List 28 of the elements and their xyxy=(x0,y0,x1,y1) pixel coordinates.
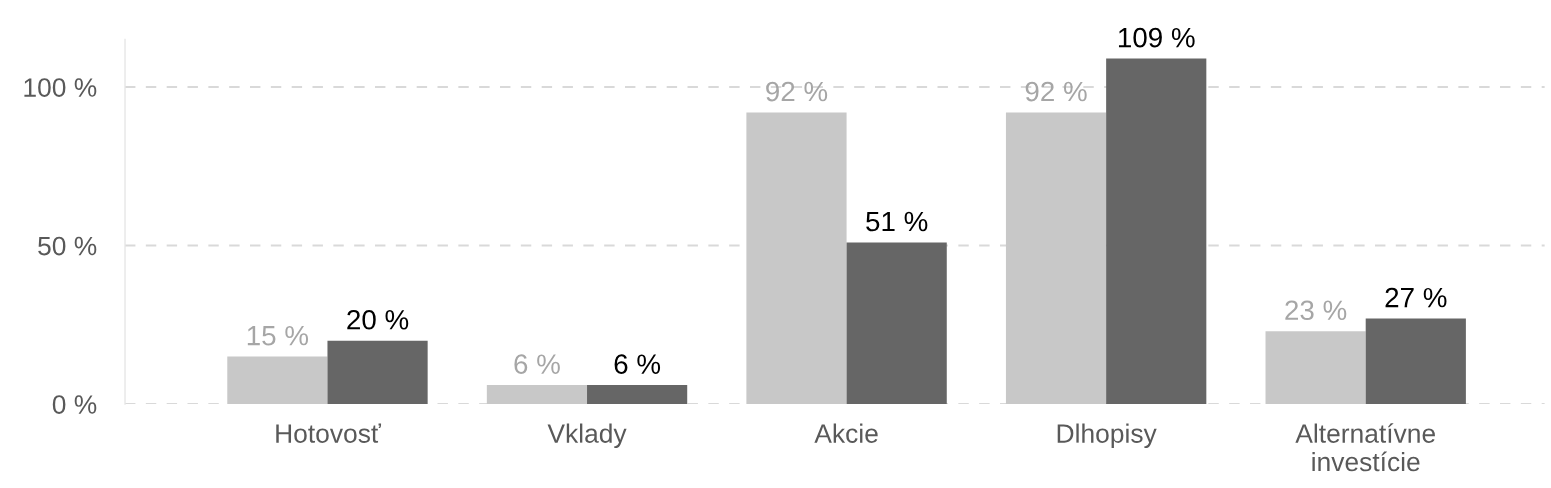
data-label: 109 % xyxy=(1118,27,1195,48)
x-tick-label: Hotovosť xyxy=(276,423,382,443)
bar xyxy=(1106,58,1207,405)
bar xyxy=(486,385,588,405)
y-tick-label: 100 % xyxy=(24,78,97,97)
data-label: 92 % xyxy=(1025,81,1087,102)
data-label: 27 % xyxy=(1385,287,1447,308)
bar xyxy=(1265,331,1366,405)
x-tick-label: Akcie xyxy=(814,423,878,443)
data-label: 92 % xyxy=(766,81,828,102)
bar xyxy=(227,356,328,405)
bar xyxy=(327,340,428,405)
bar xyxy=(1005,112,1107,405)
data-label: 6 % xyxy=(614,354,661,374)
bar xyxy=(746,112,847,405)
bar xyxy=(587,385,688,405)
data-label: 20 % xyxy=(347,309,409,330)
x-tick-label: Alternatívne investície xyxy=(1295,423,1435,472)
x-tick-label: Dlhopisy xyxy=(1057,423,1157,449)
data-label: 6 % xyxy=(514,354,560,374)
y-tick-label: 50 % xyxy=(38,236,97,256)
data-label: 23 % xyxy=(1285,300,1347,321)
data-label: 15 % xyxy=(247,325,309,346)
bar xyxy=(846,242,947,405)
y-tick-label: 0 % xyxy=(52,395,97,414)
x-tick-label: Vklady xyxy=(547,423,627,449)
bar xyxy=(1365,318,1466,405)
data-label: 51 % xyxy=(866,211,928,232)
